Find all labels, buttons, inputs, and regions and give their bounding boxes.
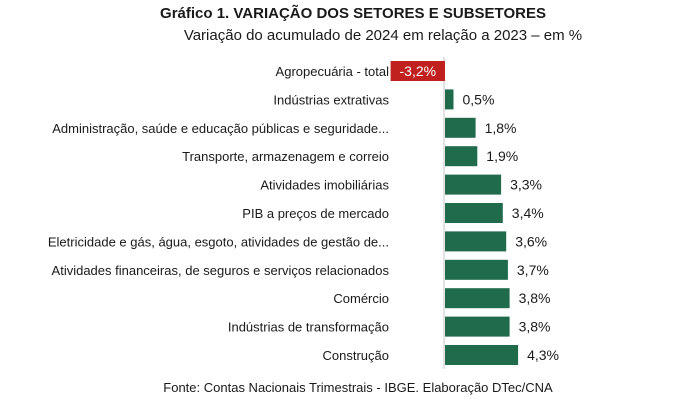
bar [445, 316, 510, 337]
category-label: PIB a preços de mercado [242, 206, 389, 221]
bar [445, 231, 507, 252]
category-label: Indústrias de transformação [228, 320, 389, 335]
data-label: 1,8% [485, 120, 517, 136]
data-label: -3,2% [400, 63, 437, 79]
category-label: Indústrias extrativas [273, 92, 389, 107]
chart-title: Gráfico 1. VARIAÇÃO DOS SETORES E SUBSET… [160, 5, 546, 22]
bar [445, 203, 503, 223]
data-label: 4,3% [527, 347, 559, 363]
category-label: Atividades imobiliárias [260, 178, 389, 193]
data-label: 3,4% [512, 205, 544, 221]
category-label: Transporte, armazenagem e correio [182, 149, 389, 164]
data-label: 3,8% [519, 290, 551, 306]
data-label: 3,6% [515, 233, 547, 249]
bar [445, 89, 454, 110]
data-label: 1,9% [486, 148, 518, 164]
category-label: Atividades financeiras, de seguros e ser… [52, 263, 390, 278]
bar [390, 61, 445, 81]
bar [445, 288, 510, 309]
data-label: 3,3% [510, 177, 542, 193]
data-label: 3,7% [517, 262, 549, 278]
category-label: Construção [323, 348, 389, 363]
category-label: Eletricidade e gás, água, esgoto, ativid… [48, 234, 389, 249]
chart-subtitle: Variação do acumulado de 2024 em relação… [183, 27, 583, 44]
data-label: 3,8% [519, 319, 551, 335]
chart-source: Fonte: Contas Nacionais Trimestrais - IB… [163, 380, 553, 395]
bar [445, 146, 478, 167]
category-label: Administração, saúde e educação públicas… [52, 121, 389, 136]
bar [445, 117, 476, 138]
data-label: 0,5% [463, 91, 495, 107]
bar [445, 174, 502, 195]
bar [445, 259, 508, 280]
category-label: Comércio [333, 291, 389, 306]
bar [445, 345, 519, 365]
category-label: Agropecuária - total [276, 64, 390, 79]
